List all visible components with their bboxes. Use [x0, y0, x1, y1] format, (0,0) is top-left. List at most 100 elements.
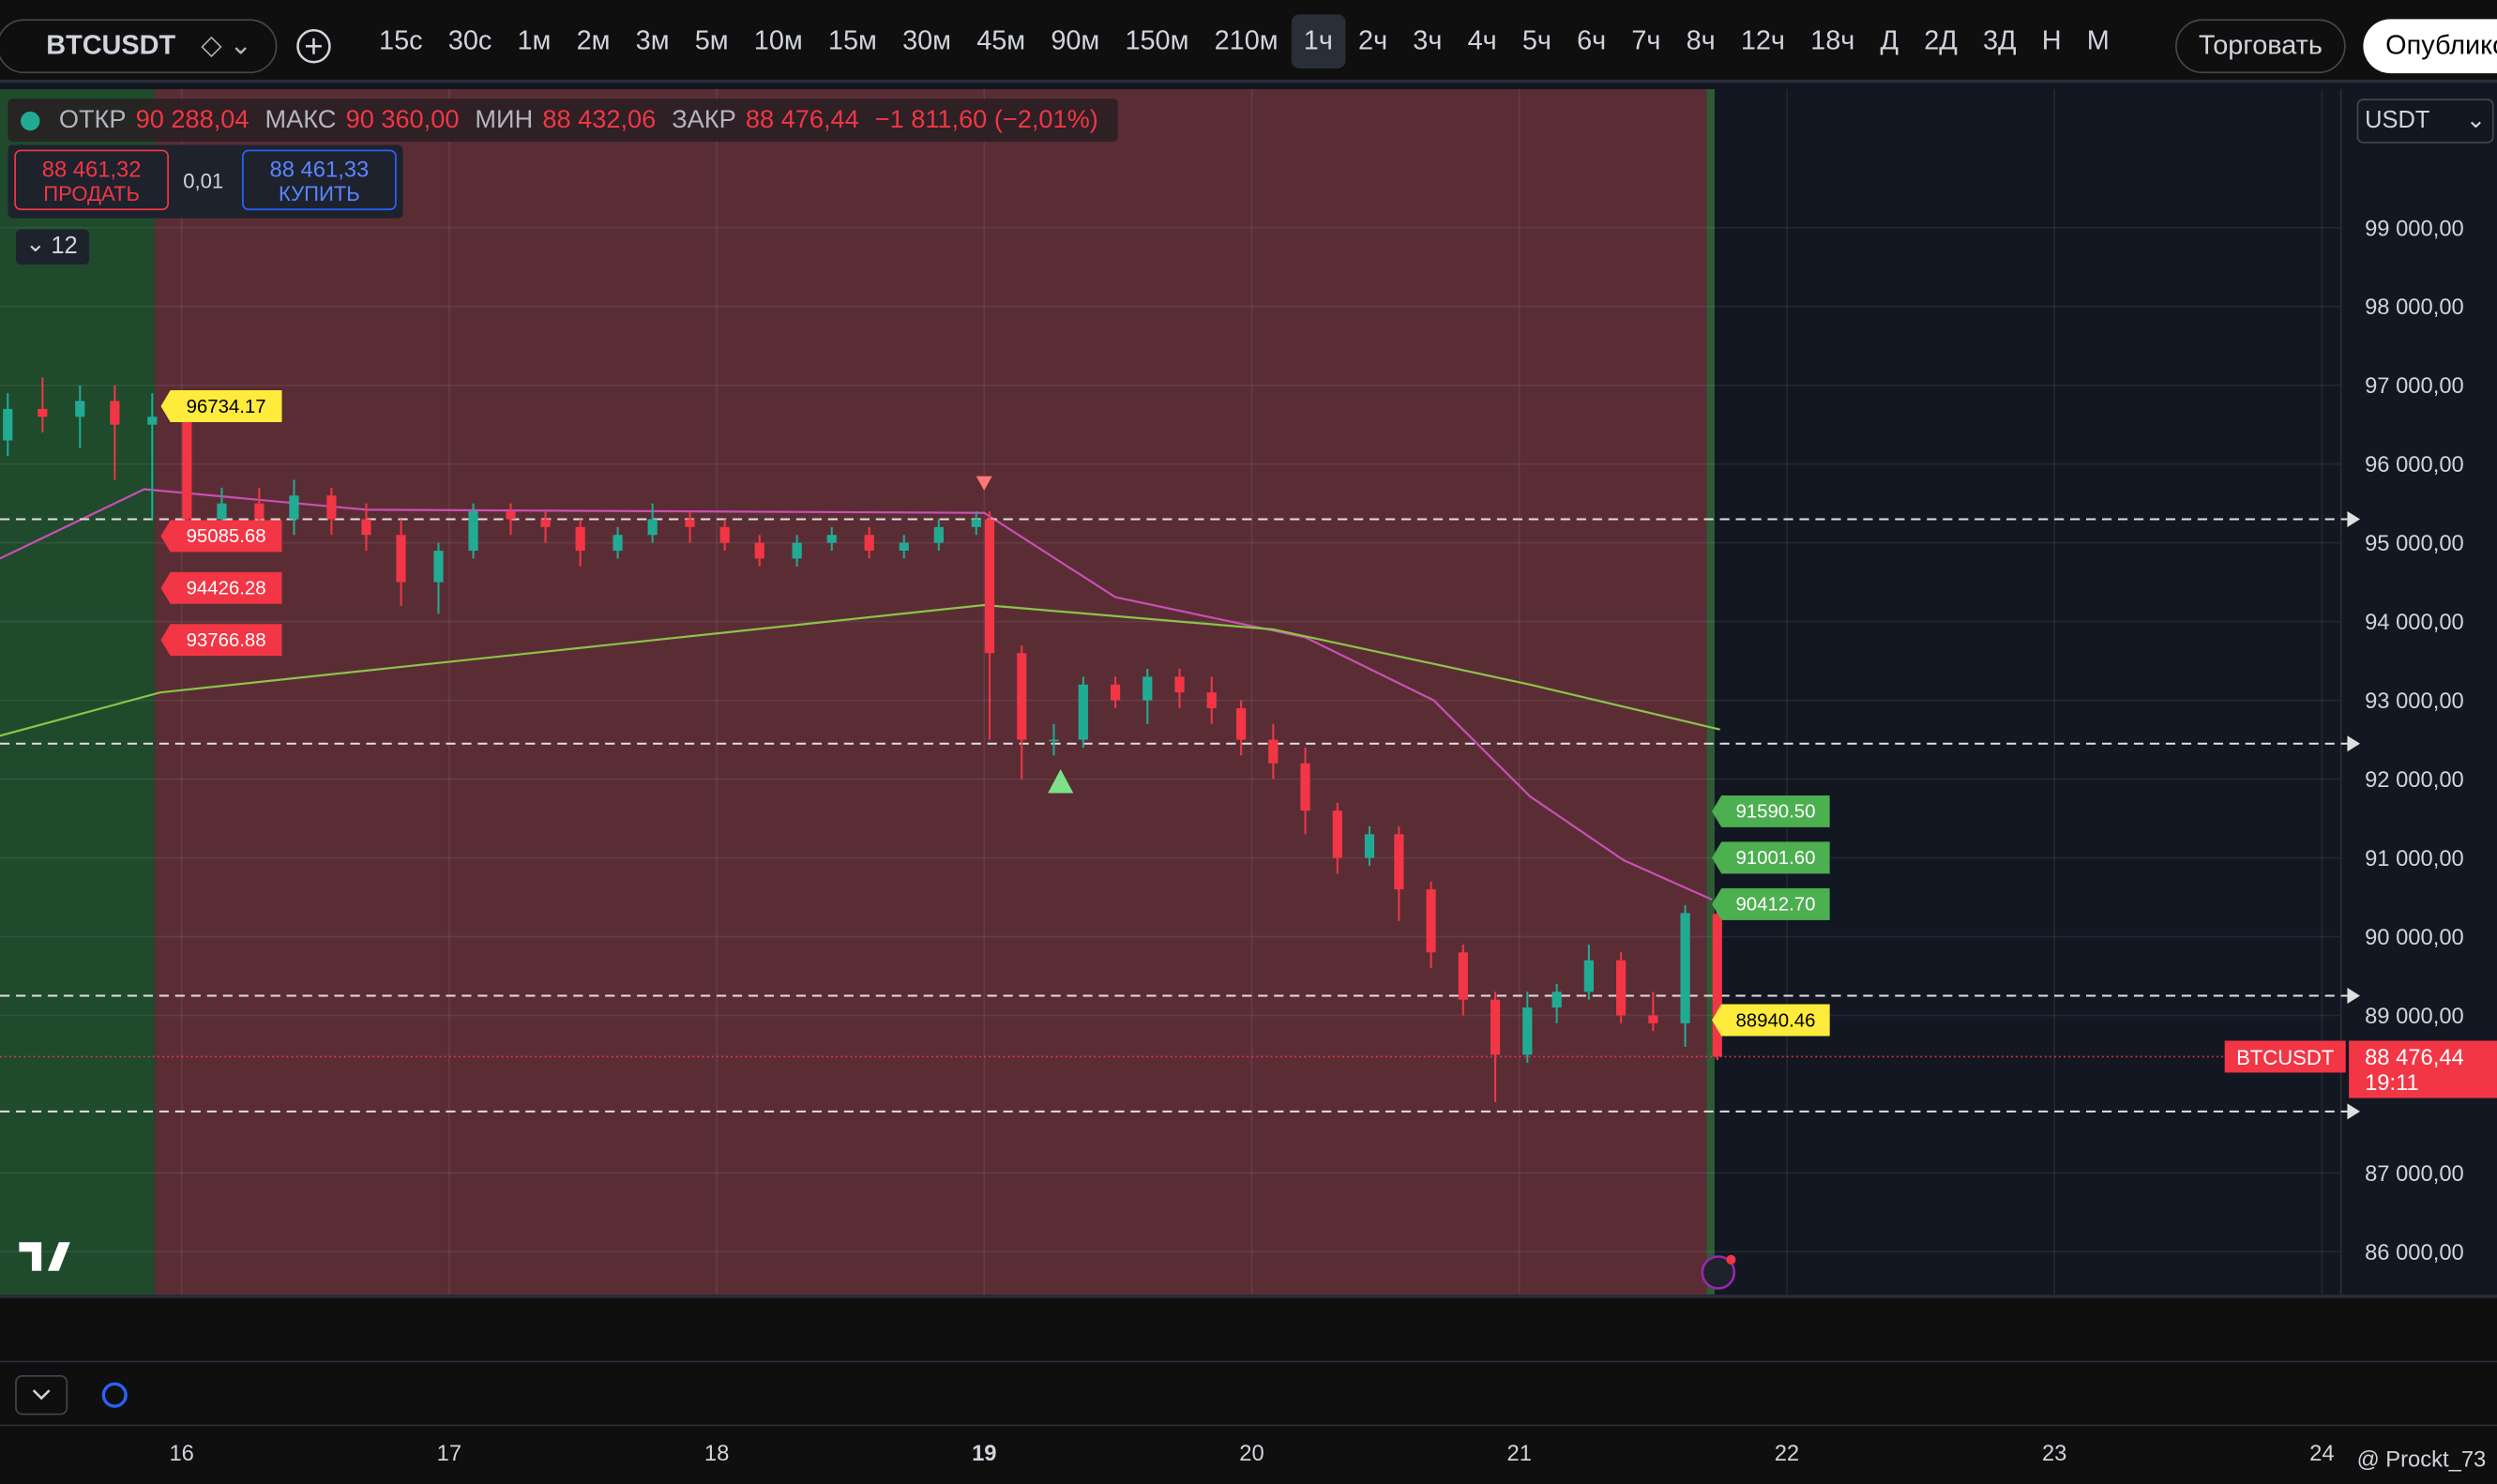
interval[interactable]: 18ч	[1810, 25, 1855, 56]
refresh-icon[interactable]	[101, 1382, 128, 1408]
price-tag-label: 91590.50	[1735, 802, 1815, 823]
interval[interactable]: 6ч	[1577, 25, 1607, 56]
currency-select[interactable]: USDT ⌄	[2356, 98, 2494, 144]
y-tick-label: 98 000,00	[2365, 295, 2464, 320]
interval[interactable]: 3м	[635, 25, 670, 56]
trade-button[interactable]: Торговать	[2175, 19, 2346, 74]
order-panel: 88 461,32 ПРОДАТЬ 0,01 88 461,33 КУПИТЬ	[8, 144, 403, 219]
price-tag	[1712, 841, 1830, 874]
candle-body	[1616, 960, 1627, 1016]
interval[interactable]: 5м	[694, 25, 729, 56]
interval[interactable]: 3Д	[1982, 25, 2017, 56]
price-tag-label: 95085.68	[187, 526, 266, 547]
bottom-panel	[0, 1295, 2497, 1484]
level-arrow	[2347, 987, 2360, 1004]
symbol-search[interactable]: BTCUSDT ◇ ⌄	[0, 19, 278, 74]
symbol-tag	[2224, 1040, 2346, 1073]
y-tick-label: 99 000,00	[2365, 216, 2464, 241]
candle-body	[971, 519, 981, 527]
y-tick-label: 95 000,00	[2365, 531, 2464, 556]
candle-body	[540, 519, 551, 527]
last-price-label: 88 476,44	[2365, 1045, 2464, 1070]
candle-body	[1110, 684, 1121, 701]
interval[interactable]: 15м	[827, 25, 877, 56]
interval[interactable]: Д	[1880, 25, 1899, 56]
add-symbol[interactable]	[296, 28, 331, 64]
sell-button[interactable]: 88 461,32 ПРОДАТЬ	[14, 149, 169, 211]
price-tag	[160, 390, 282, 423]
price-tag	[1712, 887, 1830, 920]
price-tag	[160, 624, 282, 657]
interval[interactable]: 10м	[753, 25, 803, 56]
interval[interactable]: 2ч	[1358, 25, 1388, 56]
y-tick-label: 93 000,00	[2365, 689, 2464, 714]
buy-price: 88 461,33	[269, 156, 370, 182]
candle-body	[719, 526, 730, 543]
candle-body	[361, 519, 371, 536]
interval[interactable]: 5ч	[1521, 25, 1551, 56]
change: −1 811,60 (−2,01%)	[874, 105, 1098, 133]
last-price-tag	[2349, 1040, 2497, 1098]
candle-body	[1583, 960, 1594, 992]
level-arrow	[2347, 1103, 2360, 1120]
buy-button[interactable]: 88 461,33 КУПИТЬ	[242, 149, 397, 211]
interval[interactable]: 2Д	[1924, 25, 1958, 56]
indicators-count: 12	[51, 232, 78, 260]
candle-body	[147, 416, 158, 425]
spread: 0,01	[183, 168, 224, 193]
interval[interactable]: 30м	[902, 25, 952, 56]
interval[interactable]: 15с	[379, 25, 423, 56]
sell-price: 88 461,32	[41, 156, 142, 182]
candle-body	[1551, 992, 1562, 1008]
y-tick-label: 86 000,00	[2365, 1240, 2464, 1265]
interval[interactable]: 1ч	[1291, 14, 1346, 69]
candle-body	[396, 535, 406, 583]
symbol-tag-label: BTCUSDT	[2236, 1046, 2334, 1069]
symbol[interactable]: BTCUSDT	[46, 30, 176, 61]
interval[interactable]: 7ч	[1631, 25, 1661, 56]
moving-average	[0, 488, 1713, 901]
interval[interactable]: 210м	[1214, 25, 1279, 56]
signal-down	[976, 476, 992, 491]
x-tick-label: 18	[704, 1441, 729, 1466]
interval[interactable]: 4ч	[1467, 25, 1497, 56]
candle-body	[1490, 999, 1501, 1055]
publish-button[interactable]: Опублико	[2363, 19, 2497, 74]
candle-body	[1078, 684, 1088, 740]
indicators-toggle[interactable]: ⌄ 12	[15, 229, 90, 265]
alert-icon[interactable]	[1701, 1255, 1736, 1290]
candle-body	[217, 503, 227, 520]
moving-average	[0, 603, 1720, 737]
interval[interactable]: 8ч	[1686, 25, 1716, 56]
open-label: ОТКР	[58, 105, 127, 133]
x-tick-label: 23	[2042, 1441, 2066, 1466]
candle-body	[1206, 692, 1217, 708]
x-tick-label: 20	[1239, 1441, 1264, 1466]
sell-label: ПРОДАТЬ	[43, 181, 140, 206]
candle-body	[75, 401, 85, 417]
interval[interactable]: 30с	[447, 25, 492, 56]
interval[interactable]: 12ч	[1740, 25, 1785, 56]
interval[interactable]: М	[2086, 25, 2110, 56]
candle-body	[1648, 1015, 1658, 1023]
y-tick-label: 90 000,00	[2365, 925, 2464, 950]
interval[interactable]: 1м	[517, 25, 552, 56]
high: 90 360,00	[345, 105, 460, 133]
interval[interactable]: 2м	[576, 25, 611, 56]
candle-body	[506, 511, 516, 520]
interval[interactable]: Н	[2041, 25, 2062, 56]
y-tick-label: 91 000,00	[2365, 846, 2464, 871]
collapse-button[interactable]	[15, 1374, 68, 1416]
level-arrow	[2347, 735, 2360, 752]
interval[interactable]: 45м	[976, 25, 1026, 56]
price-tag	[160, 520, 282, 553]
interval[interactable]: 3ч	[1413, 25, 1443, 56]
interval[interactable]: 150м	[1125, 25, 1189, 56]
x-tick-label: 24	[2309, 1441, 2334, 1466]
interval[interactable]: 90м	[1051, 25, 1100, 56]
y-tick-label: 87 000,00	[2365, 1161, 2464, 1187]
signal-up	[1048, 768, 1074, 794]
session-band	[1706, 89, 1715, 1295]
ohlc-legend: ОТКР 90 288,04 МАКС 90 360,00 МИН 88 432,06…	[8, 98, 1118, 143]
